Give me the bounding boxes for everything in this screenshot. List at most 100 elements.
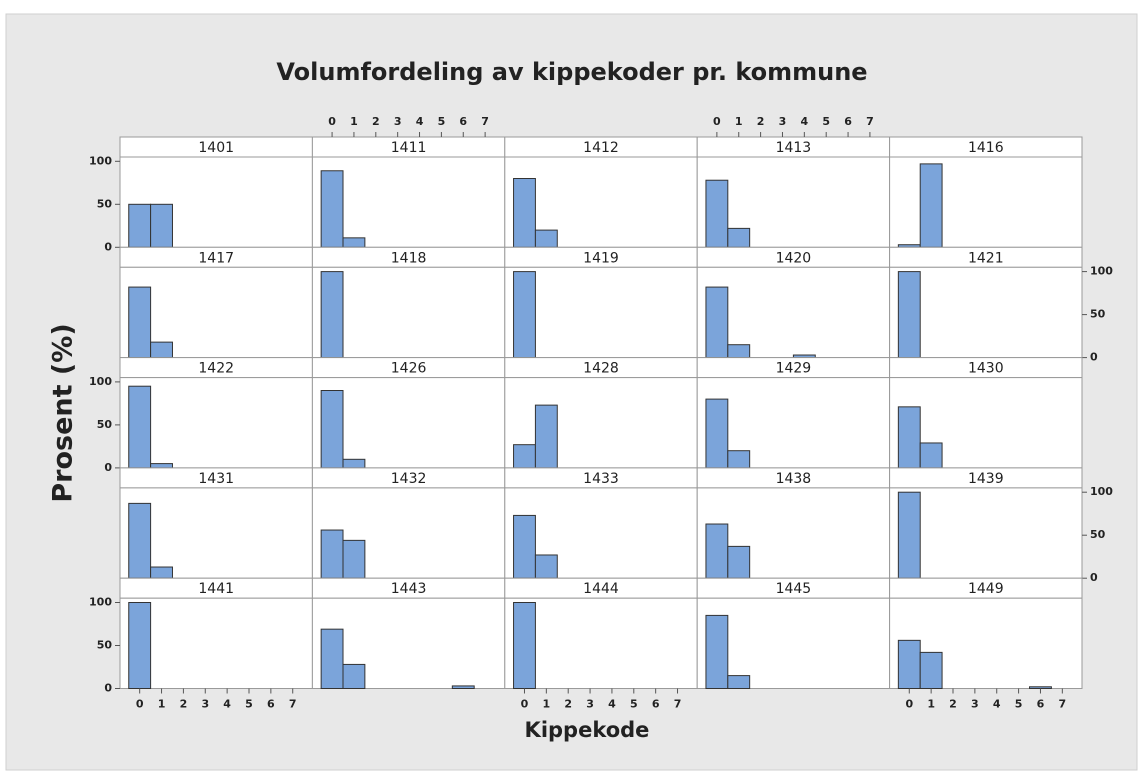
- bar: [150, 341, 173, 359]
- panel-plot: [696, 597, 891, 690]
- panel-title: 1413: [776, 140, 812, 156]
- bar: [897, 639, 921, 690]
- panel-plot: [119, 597, 313, 690]
- x-tick-label: 4: [416, 115, 424, 128]
- x-tick-label: 7: [289, 698, 297, 711]
- x-tick-label: 1: [735, 115, 743, 128]
- panel-title: 1417: [198, 250, 234, 266]
- x-tick-label: 6: [459, 115, 467, 128]
- y-tick-label: 100: [89, 375, 112, 388]
- x-tick-label: 0: [713, 115, 721, 128]
- bar: [919, 442, 943, 469]
- x-tick-label: 7: [674, 698, 682, 711]
- x-tick-label: 5: [245, 698, 253, 711]
- y-tick-label: 0: [1090, 351, 1098, 364]
- bar: [513, 602, 536, 689]
- bar: [513, 514, 536, 579]
- bar: [342, 663, 366, 689]
- bar: [1029, 686, 1052, 690]
- x-tick-label: 3: [779, 115, 787, 128]
- panel-title: 1418: [391, 250, 427, 266]
- x-axis-label: Kippekode: [525, 718, 650, 742]
- panel-title: 1428: [583, 361, 619, 377]
- y-tick-label: 50: [97, 639, 113, 652]
- y-tick-label: 100: [89, 154, 112, 167]
- panel-plot: [311, 266, 506, 359]
- bar: [128, 502, 152, 579]
- bar: [919, 163, 943, 248]
- x-tick-label: 4: [993, 698, 1001, 711]
- bar: [513, 271, 536, 359]
- bar: [705, 523, 729, 579]
- panel-title: 1420: [776, 250, 812, 266]
- x-tick-label: 0: [136, 698, 144, 711]
- x-tick-label: 1: [350, 115, 358, 128]
- bar: [128, 602, 152, 689]
- panel-plot: [889, 156, 1083, 248]
- y-tick-label: 100: [1090, 485, 1113, 498]
- panel-plot: [311, 377, 506, 469]
- bar: [705, 286, 729, 359]
- bar: [150, 203, 173, 248]
- panel-title: 1441: [198, 581, 234, 597]
- panel-title: 1419: [583, 250, 619, 266]
- bar: [150, 566, 173, 579]
- y-tick-label: 0: [104, 461, 112, 474]
- bar: [320, 170, 344, 248]
- panel-title: 1432: [391, 471, 427, 487]
- bar: [320, 390, 344, 469]
- x-tick-label: 1: [158, 698, 166, 711]
- bar: [727, 675, 751, 689]
- bar: [727, 545, 751, 579]
- x-tick-label: 3: [586, 698, 594, 711]
- x-tick-label: 3: [201, 698, 209, 711]
- bar: [320, 628, 344, 689]
- panel-title: 1438: [776, 471, 812, 487]
- bar: [705, 179, 729, 248]
- bar: [342, 237, 366, 248]
- panel-title: 1444: [583, 581, 619, 597]
- bar: [320, 529, 344, 579]
- x-tick-label: 2: [564, 698, 572, 711]
- panel-plot: [696, 266, 891, 359]
- x-tick-label: 0: [521, 698, 529, 711]
- y-tick-label: 50: [1090, 528, 1106, 541]
- x-tick-label: 7: [866, 115, 874, 128]
- x-tick-label: 3: [971, 698, 979, 711]
- x-tick-label: 4: [223, 698, 231, 711]
- bar: [919, 651, 943, 690]
- x-tick-label: 2: [757, 115, 765, 128]
- panel-title: 1449: [968, 581, 1004, 597]
- y-tick-label: 50: [1090, 308, 1106, 321]
- x-tick-label: 7: [481, 115, 489, 128]
- bar: [513, 178, 536, 248]
- panel-plot: [504, 597, 698, 690]
- panel-plot: [119, 377, 313, 469]
- panel-title: 1422: [198, 361, 234, 377]
- bar: [128, 203, 152, 248]
- bar: [128, 286, 152, 359]
- x-tick-label: 5: [438, 115, 446, 128]
- x-tick-label: 6: [844, 115, 852, 128]
- bar: [897, 271, 921, 359]
- panel-title: 1445: [776, 581, 812, 597]
- x-tick-label: 2: [372, 115, 380, 128]
- bar: [534, 404, 558, 469]
- bar: [534, 229, 558, 248]
- panel-title: 1443: [391, 581, 427, 597]
- panel-plot: [119, 487, 313, 579]
- x-tick-label: 5: [630, 698, 638, 711]
- bar: [451, 685, 475, 689]
- x-tick-label: 0: [328, 115, 336, 128]
- x-tick-label: 0: [905, 698, 913, 711]
- panel-title: 1439: [968, 471, 1004, 487]
- panel-plot: [889, 487, 1083, 579]
- panel-title: 1431: [198, 471, 234, 487]
- bar: [705, 614, 729, 690]
- panel-title: 1412: [583, 140, 619, 156]
- x-tick-label: 6: [652, 698, 660, 711]
- bar: [342, 458, 366, 469]
- bar: [150, 463, 173, 469]
- panel-plot: [504, 266, 698, 359]
- panel-title: 1401: [198, 140, 234, 156]
